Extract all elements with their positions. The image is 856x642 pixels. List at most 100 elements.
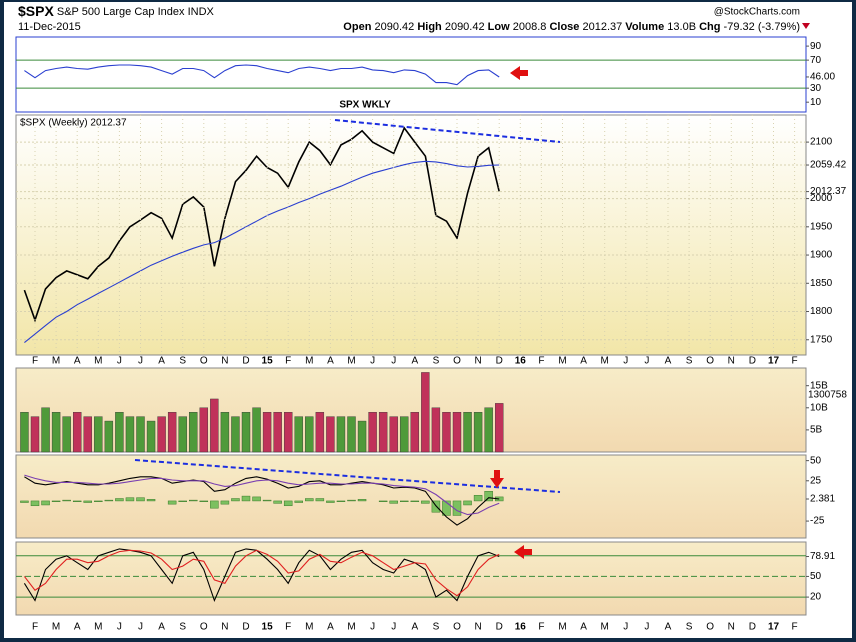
x-tick-label: S (433, 622, 440, 633)
histogram-bar (421, 500, 430, 504)
bar (20, 412, 29, 453)
value: (-3.79%) (758, 21, 800, 33)
x-tick-label: M (558, 622, 566, 633)
bar (62, 416, 71, 453)
x-tick-label: F (792, 622, 798, 633)
bar (357, 420, 367, 453)
y-tick-label: 90 (810, 41, 822, 52)
bar (452, 412, 462, 453)
y-tick-label: 78.91 (810, 551, 835, 562)
x-tick-label: J (644, 356, 649, 367)
x-tick-label: M (347, 622, 355, 633)
y-tick-label: 2.381 (810, 494, 835, 505)
bar (336, 416, 346, 453)
bar (400, 416, 409, 453)
bar (210, 398, 219, 453)
x-tick-label: J (370, 356, 375, 367)
histogram-bar (357, 499, 367, 502)
bar (41, 407, 50, 453)
histogram-bar (72, 500, 82, 502)
trend-line (334, 119, 561, 143)
x-tick-label: M (52, 622, 60, 633)
x-tick-label: D (242, 622, 249, 633)
bar (157, 416, 166, 453)
bar (199, 407, 209, 453)
series-line (23, 549, 500, 597)
bar (94, 416, 103, 453)
histogram-bar (30, 500, 40, 507)
histogram-bar (283, 500, 293, 507)
y-tick-label: 50 (810, 571, 822, 582)
x-tick-label: F (285, 356, 291, 367)
y-tick-label: 25 (810, 475, 822, 486)
x-tick-label: O (706, 622, 714, 633)
source: @StockCharts.com (714, 7, 800, 18)
x-tick-label: 17 (768, 622, 780, 633)
panel (15, 114, 807, 356)
bar (431, 407, 441, 453)
bar (167, 412, 177, 453)
histogram-bar (51, 500, 61, 502)
x-tick-label: M (305, 356, 313, 367)
histogram-bar (262, 499, 272, 502)
panel (15, 36, 807, 113)
series-line (24, 160, 500, 344)
arrow (514, 545, 532, 559)
histogram-bar (146, 499, 156, 502)
x-tick-label: A (158, 622, 165, 633)
y-tick-label: 10B (810, 402, 828, 413)
histogram-bar (178, 500, 187, 502)
series-line (23, 548, 500, 603)
bar (220, 412, 230, 453)
x-tick-label: J (117, 622, 122, 633)
histogram-bar (315, 498, 325, 502)
down-icon (802, 23, 810, 29)
arrow (490, 470, 504, 488)
histogram-bar (305, 498, 314, 502)
histogram-bar (484, 491, 493, 502)
x-tick-label: M (94, 356, 102, 367)
x-tick-label: D (749, 356, 756, 367)
x-tick-label: A (74, 622, 81, 633)
value-tag: 1300758 (808, 389, 847, 400)
x-tick-label: A (411, 356, 418, 367)
exchange: INDX (188, 6, 215, 18)
histogram-bar (410, 500, 420, 502)
date: 11-Dec-2015 (18, 21, 81, 33)
x-tick-label: O (200, 356, 208, 367)
x-tick-label: S (686, 622, 693, 633)
label: Chg (699, 21, 720, 33)
histogram-bar (83, 500, 92, 503)
y-tick-label: 2100 (810, 137, 833, 148)
y-tick-label: 15B (810, 380, 828, 391)
x-tick-label: O (453, 622, 461, 633)
histogram-bar (241, 495, 251, 502)
x-tick-label: A (327, 622, 334, 633)
bar (484, 407, 493, 453)
histogram-bar (473, 495, 483, 502)
arrow (510, 66, 528, 80)
label: Volume (625, 21, 664, 33)
header-title: $SPX S&P 500 Large Cap Index INDX (18, 3, 215, 19)
bar (347, 416, 356, 453)
x-tick-label: J (138, 356, 143, 367)
bar (136, 416, 145, 453)
bar (294, 416, 303, 453)
bar (284, 412, 293, 453)
histogram-bar (347, 499, 356, 502)
histogram-bar (463, 500, 472, 506)
x-tick-label: F (538, 622, 544, 633)
histogram-bar (125, 497, 135, 502)
bar (178, 416, 187, 453)
series-line (23, 126, 500, 323)
y-tick-label: 1800 (810, 306, 833, 317)
x-tick-label: O (453, 356, 461, 367)
series-line (24, 64, 500, 86)
bar (104, 420, 114, 453)
bar (262, 412, 272, 453)
y-tick-label: 5B (810, 425, 823, 436)
x-tick-label: N (474, 622, 481, 633)
x-tick-label: M (347, 356, 355, 367)
histogram-bar (189, 499, 198, 502)
